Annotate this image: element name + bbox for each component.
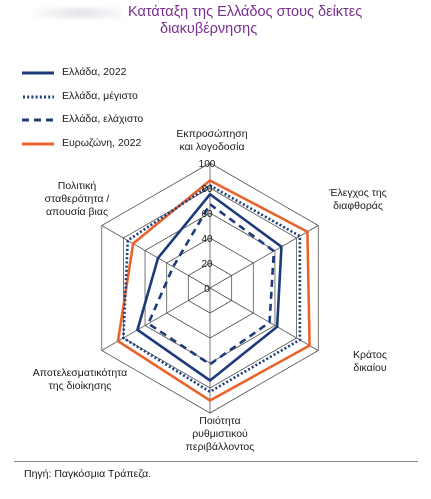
series-line	[135, 192, 283, 383]
radar-axis-labels: Εκπροσώπηση και λογοδοσία Έλεγχος της διαφθ…	[33, 128, 387, 453]
tick-label: 40	[201, 234, 213, 245]
chart-title-line2: διακυβέρνησης	[160, 21, 258, 37]
tick-label: 100	[199, 159, 216, 170]
legend-label: Ελλάδα, ελάχιστο	[62, 113, 144, 125]
axis-label: Έλεγχος της διαφθοράς	[328, 187, 387, 212]
series-line	[116, 178, 311, 403]
grid-spoke	[209, 287, 319, 351]
grid-spoke	[209, 225, 319, 289]
radar-ticks: 0 20 40 60 80 100	[199, 159, 216, 295]
legend-label: Ελλάδα, μέγιστο	[62, 89, 138, 102]
radar-series	[116, 178, 311, 403]
axis-label: Αποτελεσματικότητα της διοίκησης	[33, 367, 128, 392]
grid-spoke	[101, 225, 211, 289]
grid-spoke	[101, 287, 211, 351]
radar-grid	[101, 162, 319, 414]
axis-label: Πολιτική σταθερότητα / απουσία βιας	[45, 180, 110, 218]
tick-label: 20	[201, 259, 213, 270]
legend-label: Ελλάδα, 2022	[62, 66, 127, 78]
chart-title-line1: Κατάταξη της Ελλάδος στους δείκτες	[128, 4, 363, 20]
tick-label: 60	[201, 209, 213, 220]
footer-divider	[14, 461, 418, 462]
axis-label: Κράτος δικαίου	[353, 349, 387, 374]
tick-label: 0	[204, 284, 210, 295]
source-note: Πηγή: Παγκόσμια Τράπεζα.	[24, 468, 152, 480]
radar-chart: 0 20 40 60 80 100 Εκπροσώπηση και λογοδοσία Έλε…	[33, 128, 387, 453]
axis-label: Εκπροσώπηση και λογοδοσία	[176, 128, 247, 153]
tick-label: 80	[201, 184, 213, 195]
series-line	[122, 183, 302, 394]
legend-label: Ευρωζώνη, 2022	[62, 136, 142, 149]
axis-label: Ποιότητα ρυθμιστικού περιβάλλοντος	[186, 415, 255, 453]
redacted-header-text	[36, 8, 122, 18]
